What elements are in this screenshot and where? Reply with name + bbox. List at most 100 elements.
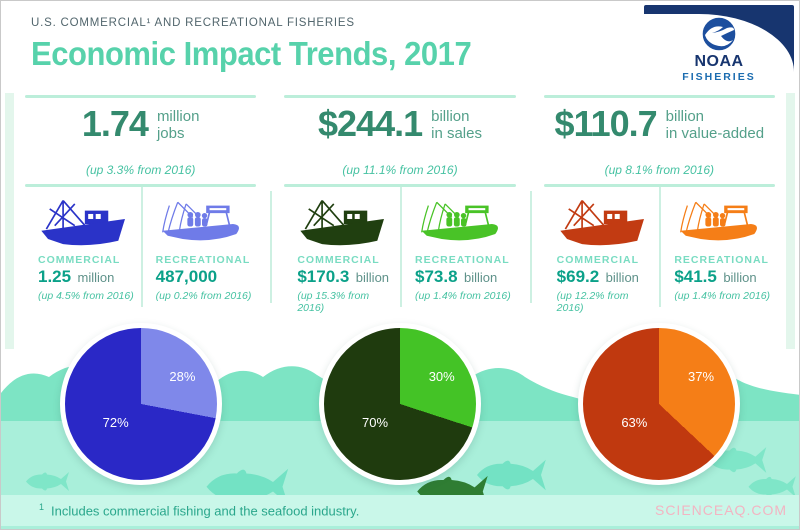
commercial-label: COMMERCIAL [297,254,380,266]
commercial-stat: COMMERCIAL $170.3 billion (up 15.3% from… [284,187,400,314]
recreational-stat: RECREATIONAL $73.8 billion (up 1.4% from… [399,187,516,307]
footer-band: 1 Includes commercial fishing and the sea… [1,495,799,526]
commercial-change: (up 15.3% from 2016) [297,290,370,314]
footnote-marker: 1 [39,502,45,512]
recreational-label: RECREATIONAL [674,254,769,266]
commercial-label: COMMERCIAL [556,254,639,266]
divider [543,95,775,98]
headline-change: (up 3.3% from 2016) [85,163,196,177]
pie-label-commercial: 72% [102,414,129,430]
commercial-boat-icon [297,197,389,251]
unit-line: in value-added [665,124,765,142]
value-unit: billion [605,270,639,285]
headline-value: $110.7 [554,103,658,144]
value-number: 487,000 [155,267,218,286]
pie-label-recreational: 28% [169,369,196,385]
value-unit: billion [463,270,498,285]
value-added-pie-chart: 63% 37% [578,323,741,485]
value-unit: million [77,270,115,285]
headline-change: (up 11.1% from 2016) [342,163,458,177]
footnote: 1 Includes commercial fishing and the sea… [39,502,359,518]
value-unit: billion [723,270,757,285]
header: U.S. COMMERCIAL¹ AND RECREATIONAL FISHER… [31,17,499,73]
recreational-change: (up 1.4% from 2016) [674,290,771,302]
commercial-label: COMMERCIAL [38,254,121,266]
recreational-value: $73.8 billion [415,268,512,286]
value-added-headline: $110.7 billion in value-added [544,106,775,162]
right-edge-strip [786,93,795,349]
fish-icon [26,472,69,491]
headline-value: $244.1 [318,103,423,144]
jobs-column: 1.74 million jobs (up 3.3% from 2016) [25,95,257,485]
commercial-value: $170.3 billion [297,268,396,286]
stat-columns: 1.74 million jobs (up 3.3% from 2016) [25,95,775,485]
value-number: $69.2 [556,267,600,286]
value-number: 1.25 [38,267,72,286]
headline-unit: billion in sales [431,108,482,143]
value-number: $41.5 [674,267,717,286]
fisheries-wordmark: FISHERIES [682,71,756,83]
pie-label-commercial: 70% [361,414,389,430]
footnote-text: Includes commercial fishing and the seaf… [51,503,360,519]
commercial-value: $69.2 billion [557,268,656,286]
pie-label-commercial: 63% [621,414,648,430]
divider [25,95,257,98]
recreational-change: (up 0.2% from 2016) [155,290,252,302]
fish-icon [748,476,796,498]
recreational-label: RECREATIONAL [414,254,510,266]
sales-headline: $244.1 billion in sales [284,106,515,162]
unit-line: jobs [156,124,185,142]
pie-label-recreational: 37% [688,369,715,385]
noaa-emblem-icon [701,16,737,52]
jobs-breakdown: COMMERCIAL 1.25 million (up 4.5% from 20… [25,187,256,307]
commercial-change: (up 12.2% from 2016) [556,290,629,314]
noaa-logo: NOAA FISHERIES [644,5,794,89]
recreational-label: RECREATIONAL [155,254,251,266]
unit-line: in sales [431,124,482,142]
commercial-boat-icon [38,197,130,251]
noaa-wordmark: NOAA [694,53,744,70]
recreational-boat-icon [156,197,248,251]
value-added-breakdown: COMMERCIAL $69.2 billion (up 12.2% from … [544,187,775,314]
sales-column: $244.1 billion in sales (up 11.1% from 2… [284,95,516,485]
headline-value: 1.74 [81,103,149,144]
fish-icon [477,459,546,491]
left-edge-strip [5,93,14,349]
value-added-column: $110.7 billion in value-added (up 8.1% f… [543,95,775,485]
recreational-stat: RECREATIONAL $41.5 billion (up 1.4% from… [659,187,775,307]
unit-line: million [156,108,200,125]
divider [543,184,775,187]
recreational-value: $41.5 billion [674,268,771,286]
recreational-boat-icon [674,197,766,251]
page-title: Economic Impact Trends, 2017 [31,35,472,72]
sales-breakdown: COMMERCIAL $170.3 billion (up 15.3% from… [284,187,516,314]
commercial-boat-icon [557,197,649,251]
headline-unit: billion in value-added [665,108,765,143]
unit-line: billion [431,108,470,125]
value-number: $73.8 [414,267,458,286]
value-unit: billion [355,270,390,285]
divider [270,191,272,303]
unit-line: billion [665,108,705,125]
headline-unit: million jobs [156,108,200,143]
divider [530,191,532,303]
commercial-value: 1.25 million [38,268,137,286]
divider [284,184,516,187]
commercial-stat: COMMERCIAL $69.2 billion (up 12.2% from … [544,187,660,314]
value-number: $170.3 [297,267,350,286]
recreational-change: (up 1.4% from 2016) [414,290,511,302]
jobs-headline: 1.74 million jobs [25,106,256,162]
kicker-text: U.S. COMMERCIAL¹ AND RECREATIONAL FISHER… [31,17,355,29]
recreational-boat-icon [415,197,507,251]
jobs-pie-chart: 72% 28% [59,323,222,485]
pie-label-recreational: 30% [428,369,455,385]
recreational-value: 487,000 [156,268,253,286]
watermark: SCIENCEAQ.COM [654,502,787,518]
commercial-stat: COMMERCIAL 1.25 million (up 4.5% from 20… [25,187,141,307]
divider [284,95,516,98]
divider [25,184,257,187]
sales-pie-chart: 70% 30% [318,323,481,485]
commercial-change: (up 4.5% from 2016) [38,290,134,302]
recreational-stat: RECREATIONAL 487,000 (up 0.2% from 2016) [140,187,257,307]
